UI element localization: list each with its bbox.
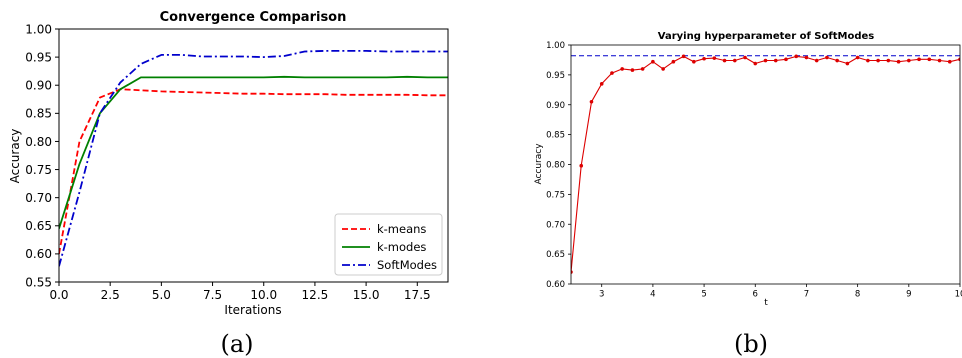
data-point: [620, 67, 624, 71]
x-tick-label: 10: [955, 290, 962, 300]
legend-label: SoftModes: [377, 258, 437, 272]
data-point: [907, 58, 911, 63]
data-point: [855, 55, 860, 60]
data-point: [630, 68, 635, 72]
x-tick-label: 5: [701, 290, 706, 300]
caption-a: (a): [220, 330, 253, 358]
data-point: [937, 58, 942, 63]
x-tick-label: 5.0: [152, 288, 171, 302]
x-axis-label: t: [764, 298, 768, 308]
x-tick-label: 2.5: [101, 288, 120, 302]
y-axis-label: Accuracy: [534, 143, 544, 185]
data-point: [589, 99, 594, 104]
series-lines: [59, 50, 448, 267]
x-tick-label: 12.5: [302, 288, 329, 302]
y-tick-label: 0.80: [546, 161, 565, 171]
chart-title: Varying hyperparameter of SoftModes: [658, 31, 875, 42]
data-point: [651, 59, 655, 64]
data-point: [917, 57, 921, 62]
y-tick-label: 0.65: [25, 219, 52, 233]
data-point: [712, 56, 717, 60]
chart-convergence-comparison: Convergence Comparison Accuracy Iteratio…: [8, 10, 449, 358]
x-tick-label: 3: [599, 290, 604, 300]
y-tick-label: 0.60: [25, 247, 52, 261]
y-tick-label: 0.70: [25, 191, 52, 205]
data-point: [804, 55, 809, 60]
x-tick-label: 0.0: [49, 288, 68, 302]
series-line-k-means: [59, 88, 448, 255]
chart-title: Convergence Comparison: [160, 10, 347, 25]
series-line: [571, 55, 960, 273]
data-point: [579, 163, 584, 168]
data-point: [794, 54, 799, 59]
x-tick-label: 10.0: [250, 288, 277, 302]
series-line-softmodes: [59, 50, 448, 267]
caption-b: (b): [734, 330, 768, 358]
x-tick-label: 7.5: [203, 288, 222, 302]
data-point: [681, 54, 686, 59]
data-point: [671, 59, 676, 64]
data-point: [763, 58, 768, 63]
legend: k-means k-modes SoftModes: [334, 213, 443, 276]
data-point: [784, 57, 788, 62]
data-point: [692, 59, 696, 64]
series-lines: [571, 54, 960, 274]
y-axis-label: Accuracy: [8, 129, 22, 184]
data-point: [640, 67, 645, 71]
data-point: [599, 82, 604, 86]
data-point: [661, 67, 665, 71]
legend-label: k-means: [377, 222, 426, 236]
data-point: [743, 55, 747, 60]
data-point: [876, 58, 880, 63]
data-point: [814, 58, 819, 63]
y-tick-label: 0.90: [546, 101, 565, 111]
y-tick-label: 0.60: [546, 280, 565, 290]
data-point: [753, 61, 758, 66]
y-tick-label: 0.80: [25, 135, 52, 149]
x-tick-label: 9: [906, 290, 911, 300]
legend-label: k-modes: [377, 240, 426, 254]
y-tick-label: 1.00: [25, 22, 52, 36]
data-point: [825, 55, 829, 60]
y-tick-label: 0.75: [546, 190, 565, 200]
data-point: [947, 59, 952, 64]
data-point: [886, 58, 891, 63]
data-point: [773, 58, 778, 63]
y-tick-label: 1.00: [546, 41, 565, 51]
data-point: [702, 56, 706, 61]
data-point: [732, 58, 737, 63]
data-point: [571, 270, 573, 274]
y-tick-label: 0.85: [546, 131, 565, 141]
axis-ticks: 3 4 5 6 7 8 9 10 0.60 0.65 0.70 0.75 0.80 0.85 0.90 0.9…: [546, 41, 962, 299]
data-point: [610, 71, 614, 75]
plot-frame: [58, 28, 449, 283]
x-tick-label: 17.5: [404, 288, 431, 302]
y-tick-label: 0.90: [25, 79, 52, 93]
y-tick-label: 0.55: [25, 275, 52, 289]
series-line-k-modes: [59, 75, 448, 229]
plot-frame: [570, 44, 961, 285]
data-point: [835, 58, 839, 63]
y-tick-label: 0.75: [25, 163, 52, 177]
x-axis-label: Iterations: [224, 303, 281, 317]
data-point: [927, 57, 932, 62]
data-point: [896, 59, 901, 64]
data-point: [722, 58, 727, 63]
data-point: [958, 57, 960, 62]
y-tick-label: 0.95: [25, 50, 52, 64]
y-tick-label: 0.70: [546, 220, 565, 230]
x-tick-label: 6: [753, 290, 758, 300]
y-tick-label: 0.85: [25, 107, 52, 121]
data-point: [845, 61, 850, 66]
data-point: [866, 58, 870, 63]
x-tick-label: 4: [650, 290, 655, 300]
axis-ticks: 0.0 2.5 5.0 7.5 10.0 12.5 15.0 17.5 0.55 0.60 0.65…: [25, 22, 430, 302]
y-tick-label: 0.95: [546, 71, 565, 81]
y-tick-label: 0.65: [546, 250, 565, 260]
x-tick-label: 8: [855, 290, 860, 300]
x-tick-label: 7: [804, 290, 809, 300]
x-tick-label: 15.0: [353, 288, 380, 302]
chart-varying-hyperparameter: Varying hyperparameter of SoftModes Accu…: [534, 31, 962, 358]
